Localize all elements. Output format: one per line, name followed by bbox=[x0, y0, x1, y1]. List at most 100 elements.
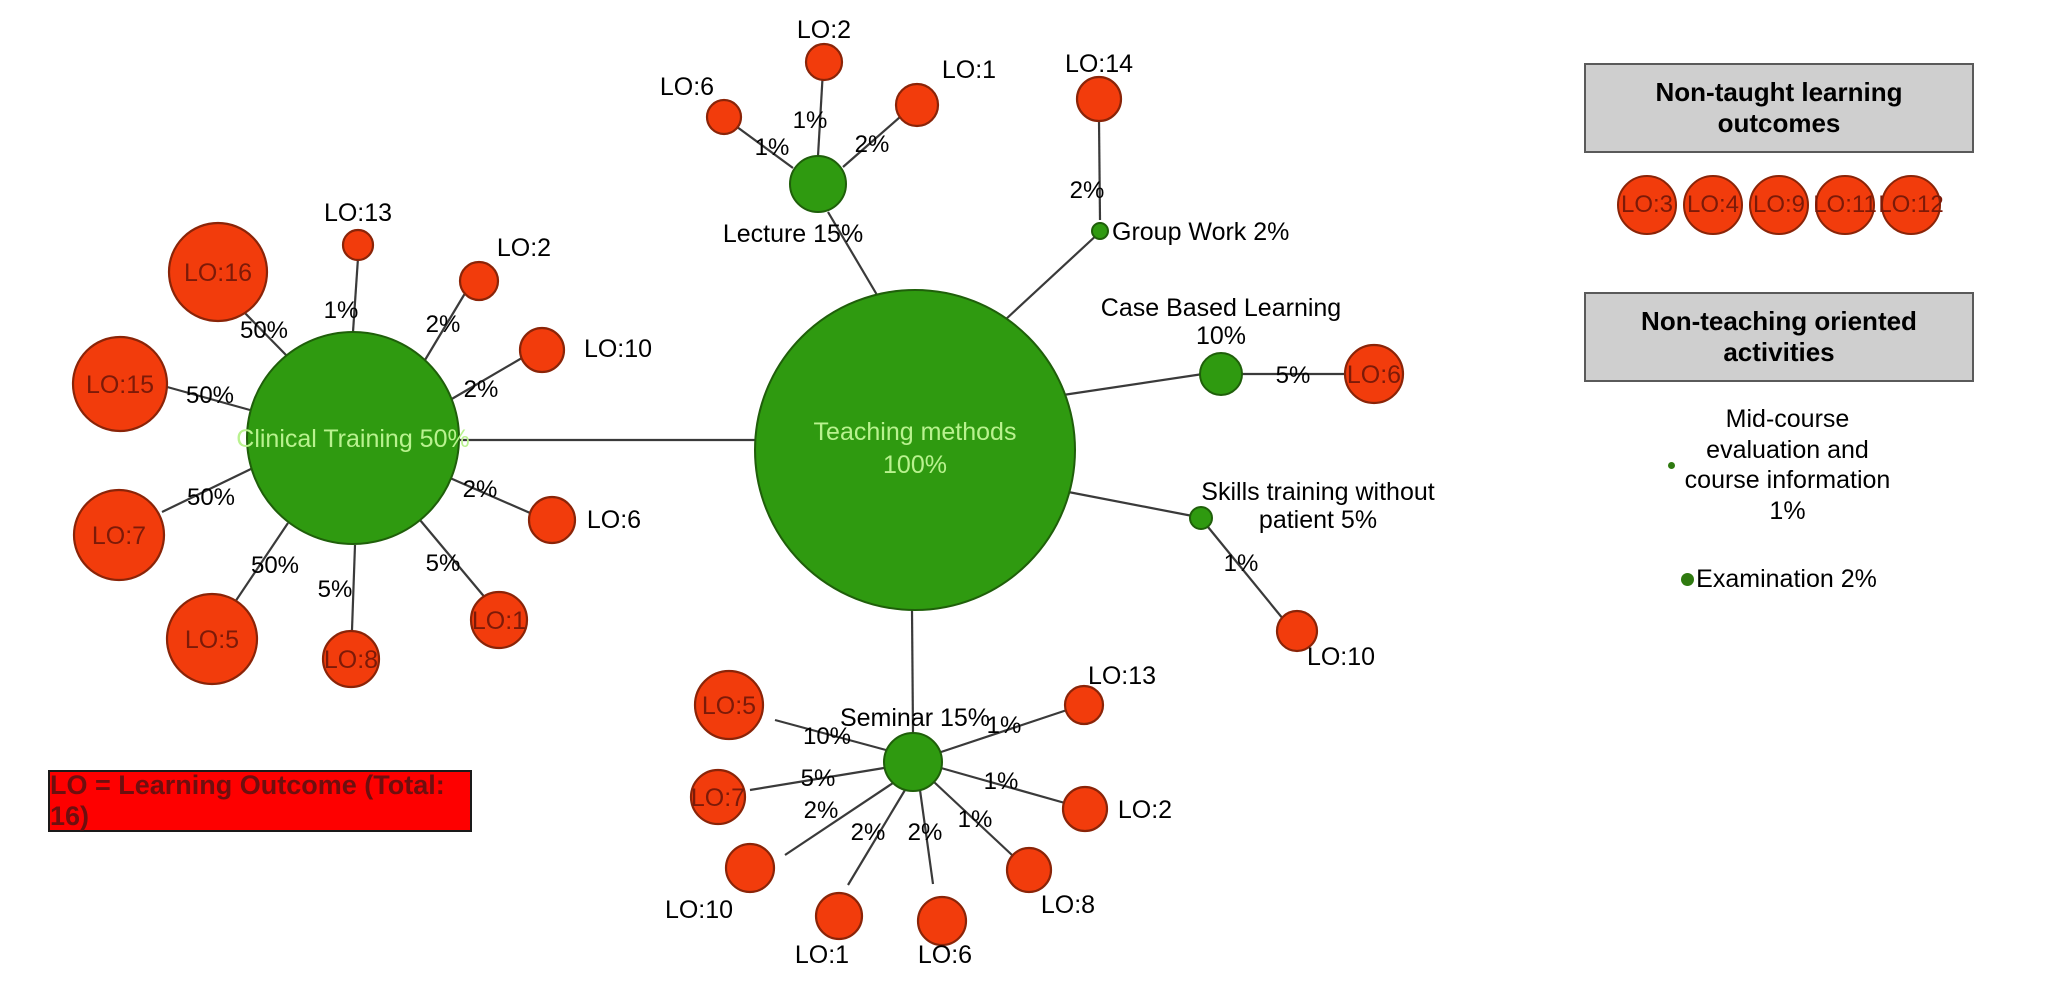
activity-item-examination[interactable]: Examination 2% bbox=[1584, 564, 1974, 595]
label-cbl-line2: 10% bbox=[1196, 322, 1246, 350]
node-lo[interactable] bbox=[1343, 343, 1405, 405]
node-lo[interactable] bbox=[469, 590, 529, 650]
edge-ct-lo2 bbox=[424, 289, 468, 361]
pct-sem-lo8: 1% bbox=[958, 806, 993, 833]
pct-st-lo10: 1% bbox=[1224, 550, 1259, 577]
node-group-work[interactable] bbox=[1091, 222, 1109, 240]
lo-chip[interactable]: LO:11 bbox=[1813, 175, 1877, 235]
node-lo[interactable] bbox=[916, 895, 968, 947]
node-lo[interactable] bbox=[814, 891, 864, 941]
node-lo[interactable] bbox=[1005, 846, 1053, 894]
label-group-work: Group Work 2% bbox=[1112, 218, 1289, 246]
label-cbl-lo6: LO:6 bbox=[1347, 361, 1401, 389]
node-lo[interactable] bbox=[72, 488, 166, 582]
edge-lec-lo2 bbox=[816, 69, 825, 157]
lo-definition-legend: LO = Learning Outcome (Total: 16) bbox=[48, 770, 472, 832]
pct-ct-lo13: 1% bbox=[324, 297, 359, 324]
label-ct-lo15: LO:15 bbox=[86, 371, 154, 399]
label-gw-lo14: LO:14 bbox=[1065, 50, 1133, 78]
edges-center bbox=[460, 211, 1204, 734]
edge-sem-lo13 bbox=[940, 707, 1071, 754]
pct-sem-lo2: 1% bbox=[984, 768, 1019, 795]
edge-sem-lo2 bbox=[940, 766, 1073, 807]
label-st-line1: Skills training without bbox=[1201, 478, 1434, 506]
node-lo[interactable] bbox=[1275, 609, 1319, 653]
lo-chip[interactable]: LO:12 bbox=[1878, 175, 1944, 235]
pct-sem-lo7: 5% bbox=[801, 765, 836, 792]
label-ct-lo16: LO:16 bbox=[184, 259, 252, 287]
node-lo[interactable] bbox=[165, 592, 259, 686]
node-lo[interactable] bbox=[321, 629, 381, 689]
node-lo[interactable] bbox=[724, 842, 776, 894]
label-sem-lo8: LO:8 bbox=[1041, 891, 1095, 919]
panel-non-taught-header: Non-taught learning outcomes bbox=[1584, 63, 1974, 153]
green-dot-icon bbox=[1667, 461, 1675, 469]
node-lo[interactable] bbox=[458, 260, 500, 302]
non-taught-chip-row: LO:3 LO:4 LO:9 LO:11 LO:12 bbox=[1584, 175, 1974, 235]
node-lo[interactable] bbox=[1075, 75, 1123, 123]
label-ct-lo2: LO:2 bbox=[497, 234, 551, 262]
edge-ct-lo15 bbox=[159, 383, 251, 412]
lo-chip[interactable]: LO:9 bbox=[1749, 175, 1809, 235]
label-ct-lo7: LO:7 bbox=[92, 522, 146, 550]
label-sem-lo7: LO:7 bbox=[691, 784, 745, 812]
label-sem-lo6: LO:6 bbox=[918, 941, 972, 969]
node-lo[interactable] bbox=[689, 768, 747, 826]
node-lo[interactable] bbox=[71, 335, 169, 433]
node-lo[interactable] bbox=[527, 495, 577, 545]
edge-sem-lo1 bbox=[847, 789, 906, 886]
label-seminar: Seminar 15% bbox=[840, 704, 990, 732]
node-lo[interactable] bbox=[693, 669, 765, 741]
pct-ct-lo10: 2% bbox=[464, 376, 499, 403]
node-lo[interactable] bbox=[1061, 785, 1109, 833]
node-case-based-learning[interactable] bbox=[1199, 352, 1243, 396]
node-lo[interactable] bbox=[1063, 684, 1105, 726]
edge-lec-lo6 bbox=[732, 123, 794, 169]
label-lec-lo1: LO:1 bbox=[942, 56, 996, 84]
pct-ct-lo8: 5% bbox=[318, 576, 353, 603]
node-clinical-training[interactable] bbox=[246, 331, 460, 545]
activity-item-mid-course[interactable]: Mid-course evaluation and course informa… bbox=[1584, 404, 1974, 526]
cluster-clinical-training: 1% 2% 2% 2% 5% 5% 50% 50% 50% 50% LO:13 … bbox=[71, 199, 652, 689]
node-teaching-methods[interactable] bbox=[754, 289, 1076, 611]
edge-sem-lo6 bbox=[918, 789, 935, 885]
edge-sem-lo8 bbox=[933, 781, 1013, 856]
center-node-group: Teaching methods 100% bbox=[754, 289, 1076, 611]
panel-non-teaching-header: Non-teaching oriented activities bbox=[1584, 292, 1974, 382]
label-teaching-methods: Teaching methods bbox=[814, 418, 1017, 446]
pct-sem-lo6: 2% bbox=[908, 819, 943, 846]
lo-chip[interactable]: LO:3 bbox=[1617, 175, 1677, 235]
edge-sem-lo5 bbox=[774, 718, 887, 752]
node-lo[interactable] bbox=[705, 98, 743, 136]
green-dot-icon bbox=[1681, 572, 1695, 586]
pct-lec-lo6: 1% bbox=[755, 134, 790, 161]
pct-sem-lo10: 2% bbox=[804, 797, 839, 824]
node-lo[interactable] bbox=[518, 326, 566, 374]
pct-ct-lo16: 50% bbox=[240, 317, 288, 344]
edge-st-lo10 bbox=[1207, 526, 1289, 626]
node-seminar[interactable] bbox=[883, 732, 943, 792]
node-lo[interactable] bbox=[804, 42, 844, 82]
edge-center-groupwork bbox=[1004, 231, 1101, 321]
node-lo[interactable] bbox=[167, 221, 269, 323]
edge-sem-lo7 bbox=[749, 766, 885, 792]
lo-chip[interactable]: LO:4 bbox=[1683, 175, 1743, 235]
label-ct-lo10: LO:10 bbox=[584, 335, 652, 363]
pct-sem-lo13: 1% bbox=[987, 712, 1022, 739]
label-sem-lo1: LO:1 bbox=[795, 941, 849, 969]
node-lo[interactable] bbox=[894, 82, 940, 128]
cluster-group-work: 2% LO:14 Group Work 2% bbox=[1065, 50, 1289, 246]
node-lo[interactable] bbox=[341, 228, 375, 262]
edge-center-cbl bbox=[1062, 372, 1204, 397]
node-lecture[interactable] bbox=[789, 155, 847, 213]
label-teaching-methods-value: 100% bbox=[883, 451, 947, 479]
node-skills-training[interactable] bbox=[1189, 506, 1213, 530]
label-st-line2: patient 5% bbox=[1259, 506, 1377, 534]
label-ct-lo13: LO:13 bbox=[324, 199, 392, 227]
label-lecture: Lecture 15% bbox=[723, 220, 863, 248]
edge-ct-lo10 bbox=[449, 354, 528, 401]
pct-ct-lo2: 2% bbox=[426, 311, 461, 338]
activity-label: Examination 2% bbox=[1696, 565, 1877, 593]
edge-center-skills bbox=[1057, 488, 1204, 520]
